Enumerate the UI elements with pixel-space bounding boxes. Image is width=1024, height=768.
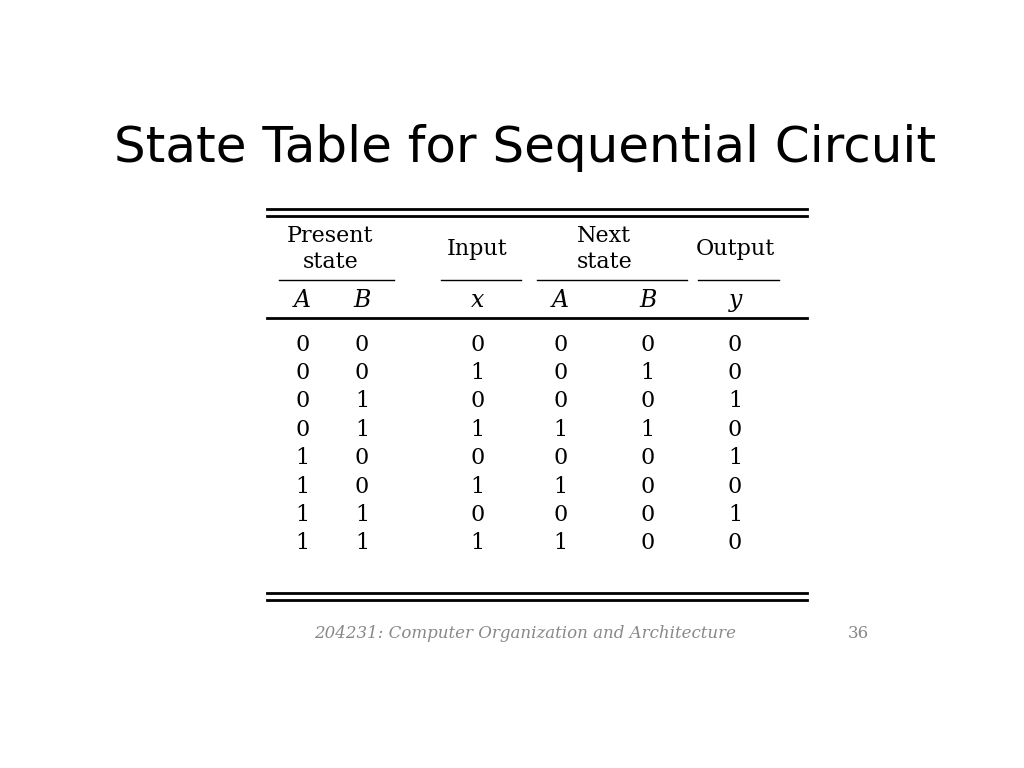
Text: 0: 0	[641, 475, 655, 498]
Text: 0: 0	[355, 333, 370, 356]
Text: 1: 1	[553, 419, 567, 441]
Text: x: x	[470, 289, 484, 312]
Text: 1: 1	[296, 504, 309, 526]
Text: Output: Output	[695, 238, 775, 260]
Text: 1: 1	[728, 447, 742, 469]
Text: 1: 1	[470, 475, 484, 498]
Text: 0: 0	[641, 447, 655, 469]
Text: 1: 1	[553, 475, 567, 498]
Text: A: A	[294, 289, 311, 312]
Text: 0: 0	[296, 333, 309, 356]
Text: 1: 1	[470, 532, 484, 554]
Text: 0: 0	[296, 390, 309, 412]
Text: 0: 0	[728, 475, 742, 498]
Text: 0: 0	[728, 362, 742, 384]
Text: 1: 1	[728, 390, 742, 412]
Text: 0: 0	[641, 532, 655, 554]
Text: 0: 0	[296, 362, 309, 384]
Text: 0: 0	[641, 333, 655, 356]
Text: 0: 0	[641, 390, 655, 412]
Text: 0: 0	[355, 475, 370, 498]
Text: 1: 1	[355, 532, 370, 554]
Text: 204231: Computer Organization and Architecture: 204231: Computer Organization and Archit…	[313, 624, 736, 642]
Text: 0: 0	[470, 333, 484, 356]
Text: B: B	[639, 289, 656, 312]
Text: 0: 0	[728, 419, 742, 441]
Text: B: B	[353, 289, 371, 312]
Text: 1: 1	[553, 532, 567, 554]
Text: 1: 1	[355, 504, 370, 526]
Text: 0: 0	[470, 390, 484, 412]
Text: 0: 0	[728, 532, 742, 554]
Text: Next
state: Next state	[577, 225, 632, 273]
Text: y: y	[728, 289, 741, 312]
Text: 0: 0	[470, 504, 484, 526]
Text: 1: 1	[470, 419, 484, 441]
Text: 36: 36	[848, 624, 868, 642]
Text: 1: 1	[296, 532, 309, 554]
Text: 0: 0	[355, 447, 370, 469]
Text: 1: 1	[470, 362, 484, 384]
Text: 0: 0	[355, 362, 370, 384]
Text: 1: 1	[296, 447, 309, 469]
Text: 0: 0	[553, 362, 567, 384]
Text: 1: 1	[641, 362, 655, 384]
Text: 1: 1	[355, 390, 370, 412]
Text: 0: 0	[553, 447, 567, 469]
Text: Present
state: Present state	[287, 225, 374, 273]
Text: 1: 1	[641, 419, 655, 441]
Text: 0: 0	[641, 504, 655, 526]
Text: 0: 0	[553, 333, 567, 356]
Text: Input: Input	[446, 238, 508, 260]
Text: 0: 0	[470, 447, 484, 469]
Text: 1: 1	[296, 475, 309, 498]
Text: 0: 0	[553, 390, 567, 412]
Text: 0: 0	[728, 333, 742, 356]
Text: 1: 1	[355, 419, 370, 441]
Text: 0: 0	[553, 504, 567, 526]
Text: A: A	[552, 289, 569, 312]
Text: State Table for Sequential Circuit: State Table for Sequential Circuit	[114, 124, 936, 172]
Text: 0: 0	[296, 419, 309, 441]
Text: 1: 1	[728, 504, 742, 526]
